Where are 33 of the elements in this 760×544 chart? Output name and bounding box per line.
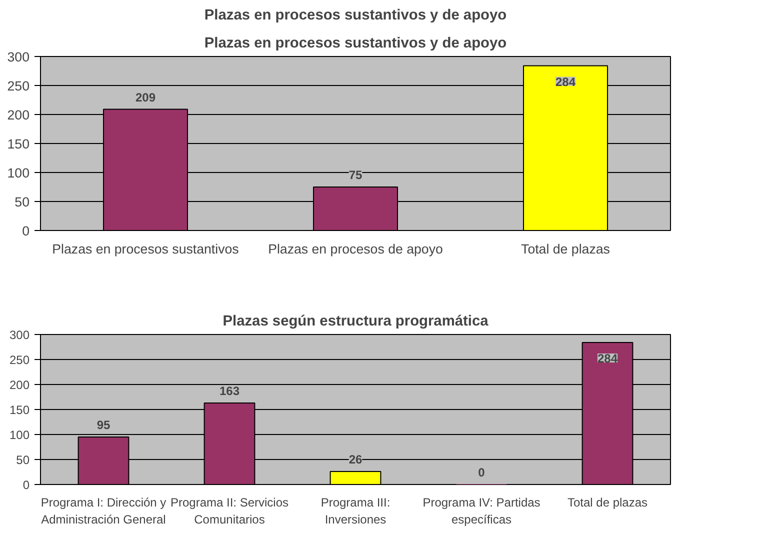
data-label: 284 bbox=[555, 74, 576, 89]
data-label: 163 bbox=[219, 384, 240, 398]
y-tick-label: 100 bbox=[9, 428, 30, 442]
y-tick-label: 300 bbox=[7, 50, 30, 64]
data-label: 95 bbox=[96, 418, 110, 432]
data-label: 0 bbox=[478, 466, 486, 480]
x-tick-label: Programa IV: Partidas específicas bbox=[422, 496, 540, 526]
text: Plazas en procesos sustantivos y de apoyo bbox=[204, 8, 507, 24]
y-tick-label: 0 bbox=[22, 224, 30, 238]
y-tick-label: 100 bbox=[7, 166, 30, 180]
y-tick-label: 250 bbox=[9, 353, 30, 367]
y-tick-label: 200 bbox=[7, 108, 30, 122]
y-tick-label: 200 bbox=[9, 378, 30, 392]
x-tick-label: Total de plazas bbox=[567, 496, 648, 510]
x-tick-label: Plazas en procesos sustantivos bbox=[52, 242, 240, 256]
y-tick-label: 250 bbox=[7, 78, 30, 94]
y-tick-label: 300 bbox=[9, 328, 30, 342]
data-label: 284 bbox=[597, 352, 618, 366]
y-tick-label: 50 bbox=[16, 453, 30, 467]
y-tick-label: 150 bbox=[7, 136, 30, 152]
x-tick-label: Programa III: Inversiones bbox=[320, 496, 390, 526]
data-label: 75 bbox=[348, 168, 362, 182]
x-tick-label: Programa I: Dirección y Administración General bbox=[40, 496, 166, 526]
data-label: 209 bbox=[135, 90, 156, 104]
chart-title: Plazas en procesos sustantivos y de apoyo bbox=[204, 36, 507, 52]
y-tick-label: 150 bbox=[9, 403, 30, 417]
data-label: 26 bbox=[348, 452, 362, 466]
y-tick-label: 50 bbox=[14, 194, 30, 210]
chart-title: Plazas según estructura programática bbox=[222, 314, 490, 330]
x-tick-label: Total de plazas bbox=[521, 242, 610, 256]
x-tick-label: Plazas en procesos de apoyo bbox=[268, 242, 443, 256]
y-tick-label: 0 bbox=[22, 478, 30, 492]
x-tick-label: Programa II: Servicios Comunitarios bbox=[170, 496, 289, 526]
